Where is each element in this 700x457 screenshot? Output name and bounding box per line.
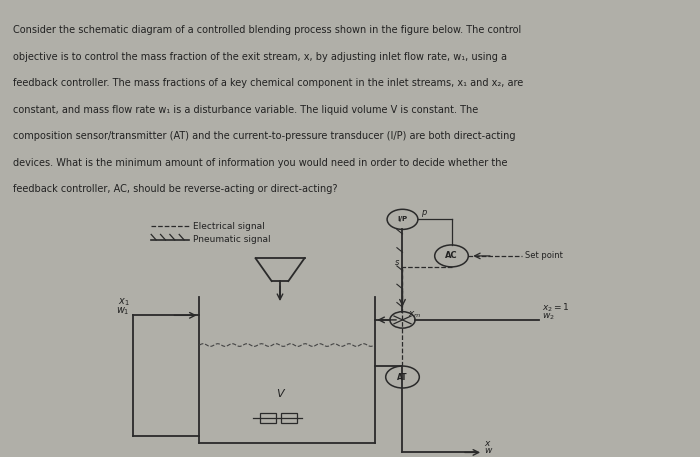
Text: $w_2$: $w_2$ [542,312,555,322]
Text: objective is to control the mass fraction of the exit stream, x, by adjusting in: objective is to control the mass fractio… [13,52,507,62]
Text: $s$: $s$ [394,258,400,267]
Text: AT: AT [397,372,408,382]
Text: V: V [276,389,284,399]
Text: devices. What is the minimum amount of information you would need in order to de: devices. What is the minimum amount of i… [13,158,507,168]
Text: $x_1$: $x_1$ [118,296,130,308]
Text: feedback controller, AC, should be reverse-acting or direct-acting?: feedback controller, AC, should be rever… [13,184,337,194]
Text: $x_2 = 1$: $x_2 = 1$ [542,302,570,314]
Text: $x$: $x$ [484,439,492,447]
Text: Consider the schematic diagram of a controlled blending process shown in the fig: Consider the schematic diagram of a cont… [13,25,521,35]
Text: Electrical signal: Electrical signal [193,222,265,231]
Text: I/P: I/P [398,216,407,223]
Text: constant, and mass flow rate w₁ is a disturbance variable. The liquid volume V i: constant, and mass flow rate w₁ is a dis… [13,105,478,115]
Text: $p$: $p$ [421,208,428,219]
Text: Pneumatic signal: Pneumatic signal [193,235,270,244]
Text: $x_m$: $x_m$ [408,309,421,320]
Text: AC: AC [445,251,458,260]
Text: feedback controller. The mass fractions of a key chemical component in the inlet: feedback controller. The mass fractions … [13,78,523,88]
Text: $w$: $w$ [484,446,494,455]
Text: Set point: Set point [525,251,563,260]
Text: composition sensor/transmitter (AT) and the current-to-pressure transducer (I/P): composition sensor/transmitter (AT) and … [13,131,515,141]
Text: $w_1$: $w_1$ [116,305,130,317]
